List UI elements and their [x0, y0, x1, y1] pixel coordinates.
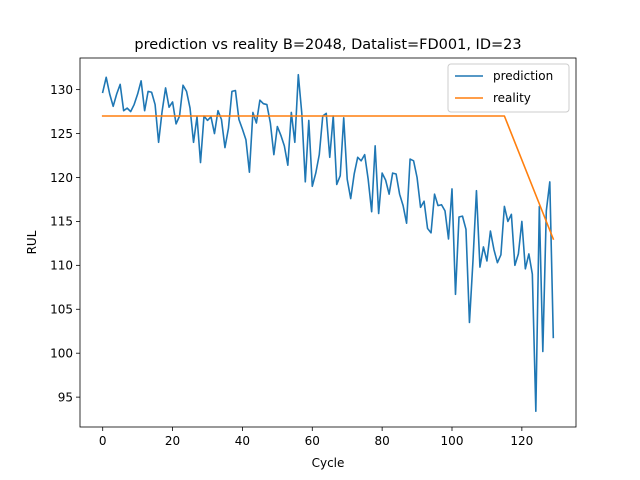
- plot-frame: [79, 57, 577, 428]
- x-tick-label: 0: [99, 434, 107, 448]
- x-tick-label: 120: [510, 434, 533, 448]
- series-line-prediction: [101, 73, 555, 412]
- y-tick-label: 120: [50, 171, 73, 185]
- series-layer: [101, 73, 555, 412]
- plot-area: [79, 57, 577, 428]
- y-tick-label: 95: [58, 390, 73, 404]
- chart-title: prediction vs reality B=2048, Datalist=F…: [134, 37, 521, 53]
- x-tick-label: 40: [235, 434, 250, 448]
- y-tick-label: 100: [50, 347, 73, 361]
- x-tick-label: 100: [441, 434, 464, 448]
- y-tick-label: 115: [50, 215, 73, 229]
- y-tick-label: 105: [50, 303, 73, 317]
- legend-label-reality: reality: [493, 91, 531, 105]
- legend: prediction reality: [447, 63, 570, 113]
- x-tick-label: 20: [165, 434, 180, 448]
- x-axis: 0 20 40 60 80 100 120: [99, 427, 533, 448]
- y-tick-label: 110: [50, 259, 73, 273]
- y-axis-label: RUL: [25, 230, 39, 254]
- x-axis-label: Cycle: [312, 456, 345, 470]
- legend-label-prediction: prediction: [493, 69, 553, 83]
- series-line-reality: [101, 115, 555, 241]
- y-tick-label: 125: [50, 127, 73, 141]
- y-axis: 95 100 105 110 115 120 125 130: [50, 83, 80, 404]
- x-tick-label: 60: [305, 434, 320, 448]
- x-tick-label: 80: [375, 434, 390, 448]
- y-tick-label: 130: [50, 83, 73, 97]
